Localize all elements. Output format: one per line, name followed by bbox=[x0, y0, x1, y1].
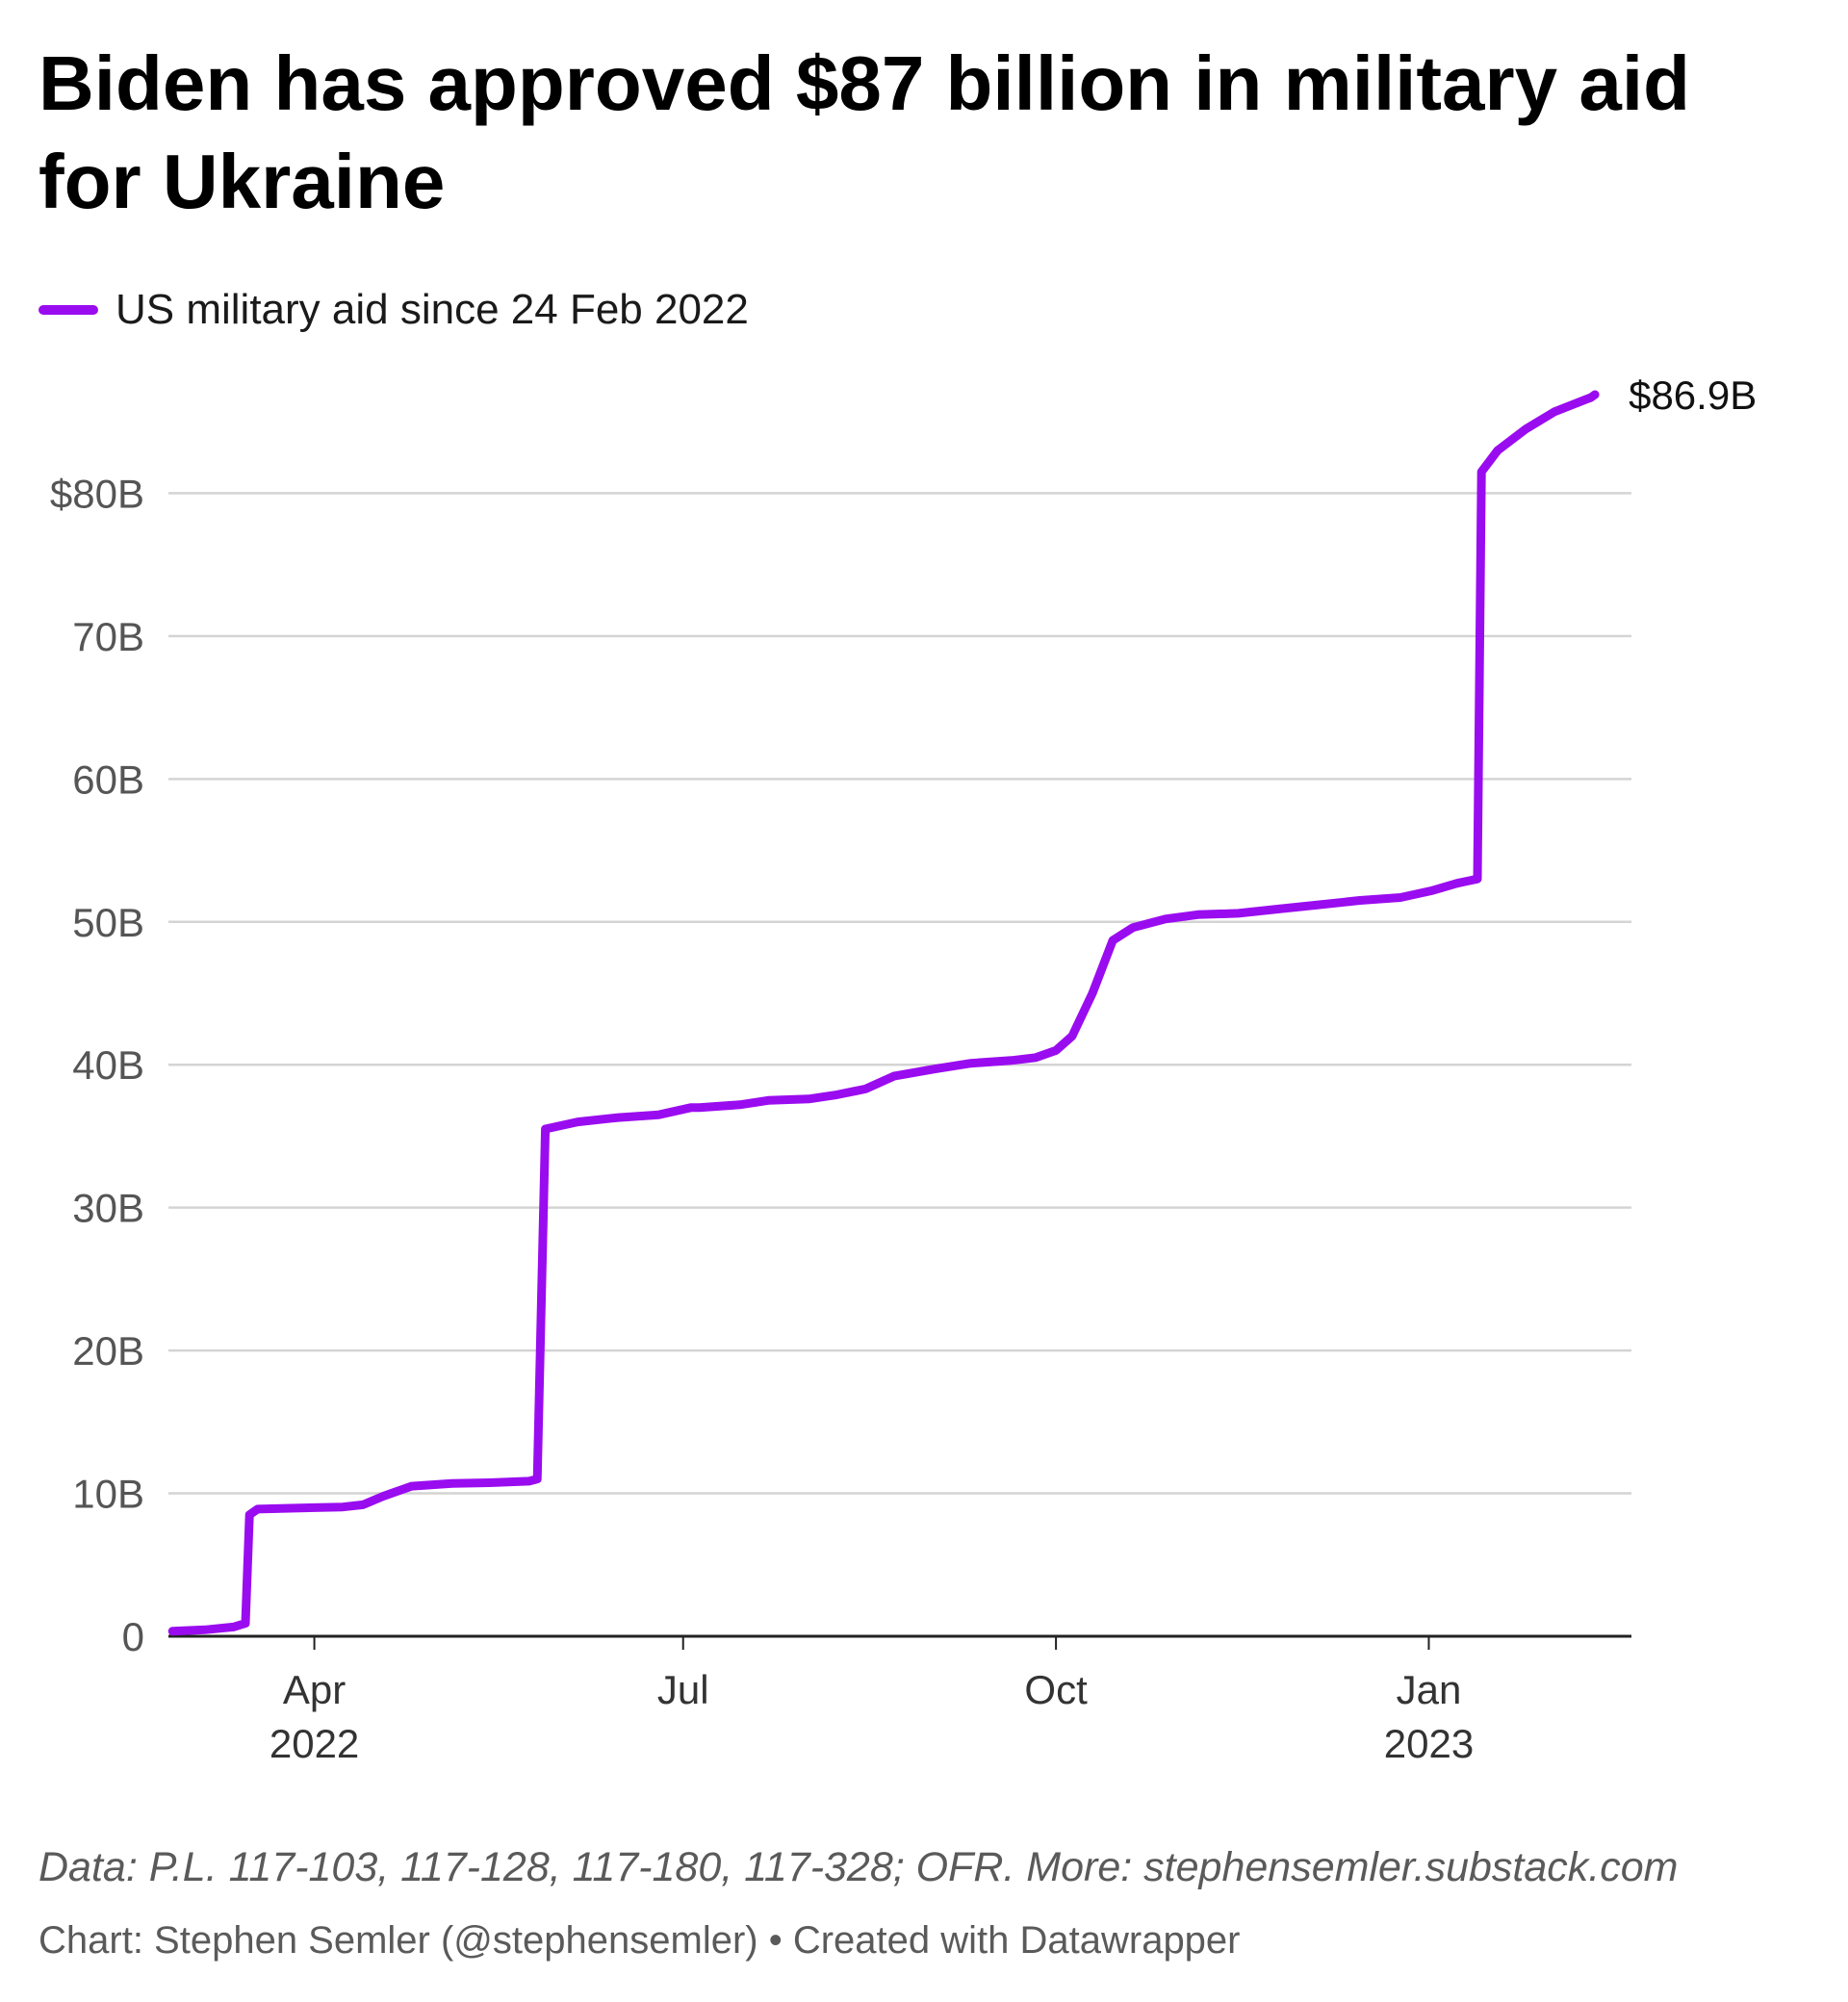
x-tick-sublabel: 2022 bbox=[270, 1721, 359, 1766]
y-tick-label: 60B bbox=[72, 757, 144, 802]
legend-label: US military aid since 24 Feb 2022 bbox=[116, 286, 749, 333]
x-tick-label: Oct bbox=[1024, 1667, 1088, 1712]
legend: US military aid since 24 Feb 2022 bbox=[38, 281, 749, 339]
series-line bbox=[167, 390, 1600, 1636]
legend-swatch bbox=[38, 305, 98, 315]
footer-credit: Chart: Stephen Semler (@stephensemler) •… bbox=[38, 1919, 1241, 1962]
y-tick-label: 50B bbox=[72, 900, 144, 945]
y-tick-label: $80B bbox=[50, 471, 144, 516]
chart-title: Biden has approved $87 billion in milita… bbox=[38, 40, 1690, 224]
x-tick-sublabel: 2023 bbox=[1384, 1721, 1474, 1766]
end-value-label: $86.9B bbox=[1629, 372, 1757, 418]
y-tick-label: 30B bbox=[72, 1186, 144, 1231]
y-tick-label: 0 bbox=[122, 1614, 144, 1659]
x-tick-label: Jan bbox=[1397, 1667, 1462, 1712]
x-tick-label: Apr bbox=[283, 1667, 346, 1712]
line-chart: 0 10B 20B 30B 40B 50B 60B 70B $80B Apr 2022 Jul Oct J… bbox=[50, 372, 1757, 1766]
y-tick-label: 10B bbox=[72, 1472, 144, 1517]
y-tick-label: 20B bbox=[72, 1328, 144, 1373]
y-tick-label: 40B bbox=[72, 1042, 144, 1088]
y-tick-label: 70B bbox=[72, 614, 144, 659]
footer-source: Data: P.L. 117-103, 117-128, 117-180, 11… bbox=[38, 1844, 1679, 1890]
x-tick-label: Jul bbox=[657, 1667, 709, 1712]
